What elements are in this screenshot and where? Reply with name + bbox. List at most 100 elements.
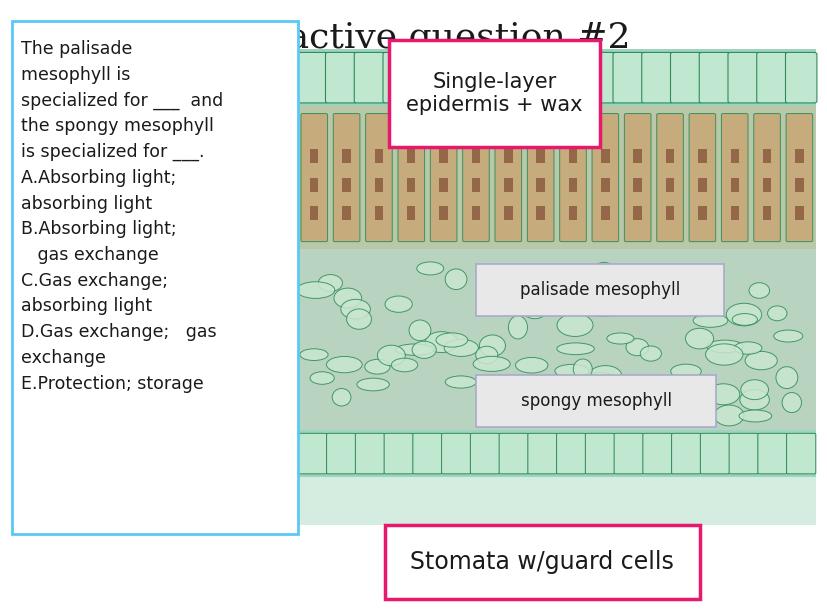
Ellipse shape	[775, 367, 797, 389]
Ellipse shape	[569, 387, 588, 402]
Ellipse shape	[767, 306, 786, 321]
Ellipse shape	[332, 389, 351, 406]
Ellipse shape	[436, 333, 467, 347]
Ellipse shape	[639, 346, 661, 361]
FancyBboxPatch shape	[786, 433, 815, 474]
Bar	[309, 149, 318, 163]
Ellipse shape	[725, 303, 761, 326]
FancyBboxPatch shape	[642, 433, 672, 474]
Bar	[762, 177, 770, 192]
FancyBboxPatch shape	[528, 433, 557, 474]
Bar	[633, 177, 641, 192]
FancyBboxPatch shape	[413, 433, 442, 474]
Ellipse shape	[520, 297, 547, 319]
Ellipse shape	[296, 282, 334, 298]
Ellipse shape	[572, 359, 591, 379]
Ellipse shape	[341, 300, 370, 319]
Bar	[536, 206, 544, 220]
Bar	[298, 49, 815, 106]
Ellipse shape	[606, 333, 633, 344]
Ellipse shape	[476, 346, 497, 363]
FancyBboxPatch shape	[355, 433, 384, 474]
FancyBboxPatch shape	[556, 433, 585, 474]
FancyBboxPatch shape	[756, 52, 787, 103]
Ellipse shape	[660, 400, 694, 422]
FancyBboxPatch shape	[296, 52, 327, 103]
Ellipse shape	[585, 296, 621, 316]
FancyBboxPatch shape	[585, 433, 614, 474]
Text: spongy mesophyll: spongy mesophyll	[520, 392, 671, 410]
Ellipse shape	[706, 384, 739, 405]
Ellipse shape	[706, 340, 742, 353]
FancyBboxPatch shape	[469, 52, 500, 103]
Ellipse shape	[508, 316, 527, 339]
Ellipse shape	[591, 262, 614, 280]
Ellipse shape	[412, 341, 436, 359]
Bar	[794, 206, 803, 220]
FancyBboxPatch shape	[671, 433, 700, 474]
FancyBboxPatch shape	[526, 52, 557, 103]
Bar	[600, 149, 609, 163]
Bar	[375, 177, 383, 192]
Ellipse shape	[554, 364, 588, 378]
Ellipse shape	[299, 349, 327, 360]
Text: Stomata w/guard cells: Stomata w/guard cells	[410, 550, 673, 574]
Ellipse shape	[580, 373, 619, 395]
FancyBboxPatch shape	[729, 433, 758, 474]
Bar	[536, 149, 544, 163]
FancyBboxPatch shape	[326, 433, 356, 474]
Bar	[439, 206, 447, 220]
FancyBboxPatch shape	[476, 264, 724, 316]
Text: palisade mesophyll: palisade mesophyll	[519, 281, 680, 299]
FancyBboxPatch shape	[354, 52, 385, 103]
Bar	[439, 149, 447, 163]
FancyBboxPatch shape	[384, 433, 413, 474]
Bar	[665, 149, 673, 163]
Bar	[729, 149, 738, 163]
FancyBboxPatch shape	[700, 433, 729, 474]
FancyBboxPatch shape	[385, 525, 699, 599]
Bar	[665, 177, 673, 192]
Ellipse shape	[409, 320, 430, 341]
FancyBboxPatch shape	[495, 114, 521, 242]
Bar	[342, 206, 351, 220]
Bar	[633, 149, 641, 163]
FancyBboxPatch shape	[440, 52, 471, 103]
Bar	[568, 177, 576, 192]
Ellipse shape	[515, 357, 547, 373]
Bar	[298, 430, 815, 478]
Ellipse shape	[772, 330, 802, 342]
Ellipse shape	[479, 335, 504, 356]
Ellipse shape	[670, 364, 700, 379]
FancyBboxPatch shape	[624, 114, 650, 242]
Bar	[504, 206, 512, 220]
Ellipse shape	[385, 296, 412, 313]
Bar	[600, 206, 609, 220]
Ellipse shape	[445, 376, 476, 388]
FancyBboxPatch shape	[559, 114, 586, 242]
Bar	[471, 206, 480, 220]
FancyBboxPatch shape	[720, 114, 747, 242]
Ellipse shape	[425, 332, 457, 352]
Bar	[471, 149, 480, 163]
Bar	[536, 177, 544, 192]
Text: The palisade
mesophyll is
specialized for ___  and
the spongy mesophyll
is speci: The palisade mesophyll is specialized fo…	[21, 40, 222, 392]
Bar	[697, 206, 705, 220]
Bar	[600, 177, 609, 192]
Bar	[504, 149, 512, 163]
Bar	[375, 149, 383, 163]
Ellipse shape	[740, 379, 767, 400]
Ellipse shape	[557, 343, 594, 355]
Ellipse shape	[685, 328, 713, 349]
Ellipse shape	[578, 266, 618, 280]
Ellipse shape	[671, 274, 702, 295]
Ellipse shape	[484, 399, 509, 421]
Bar	[298, 106, 815, 249]
Bar	[568, 206, 576, 220]
Bar	[407, 206, 415, 220]
FancyBboxPatch shape	[333, 114, 360, 242]
FancyBboxPatch shape	[753, 114, 779, 242]
Ellipse shape	[688, 298, 710, 317]
Ellipse shape	[744, 351, 777, 370]
FancyBboxPatch shape	[584, 52, 615, 103]
